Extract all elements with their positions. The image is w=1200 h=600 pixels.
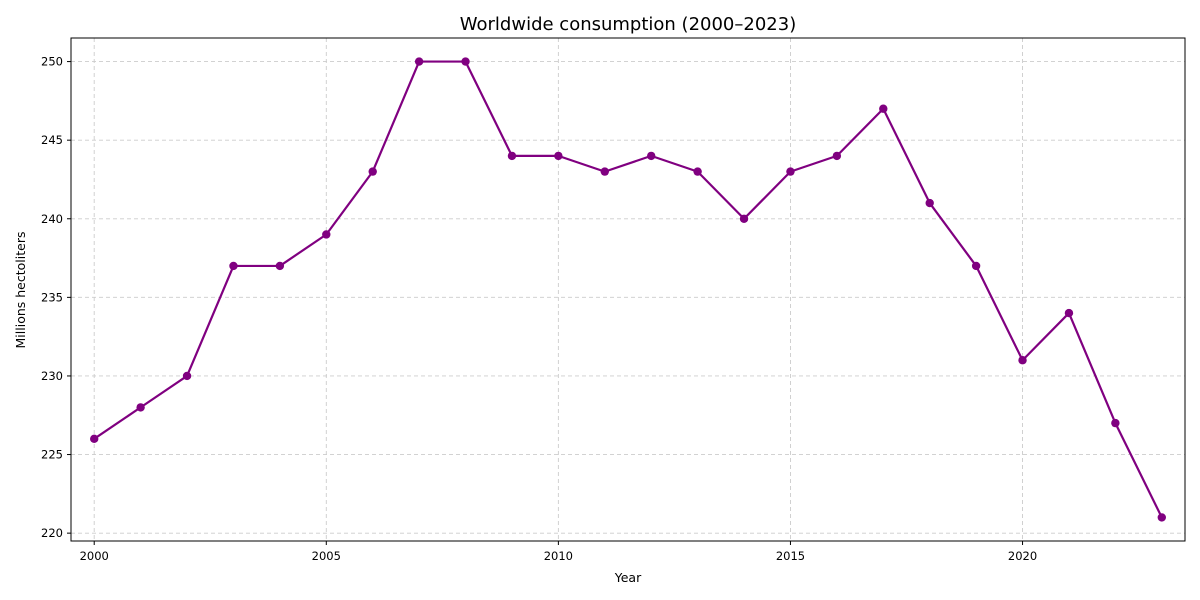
y-tick-label: 230	[41, 369, 63, 383]
data-point	[1157, 513, 1166, 522]
y-tick-label: 245	[41, 133, 63, 147]
data-point	[554, 151, 563, 161]
x-axis-ticks: 2000 2005 2010 2015 2020	[80, 541, 1037, 563]
data-point	[786, 167, 795, 176]
y-tick-label: 235	[41, 290, 63, 304]
chart-title: Worldwide consumption (2000–2023)	[460, 14, 796, 35]
x-tick-label: 2010	[544, 549, 573, 563]
data-point	[368, 167, 377, 176]
data-point	[461, 57, 470, 66]
data-point	[925, 198, 934, 208]
data-point	[507, 151, 517, 161]
series-layer	[90, 57, 1166, 522]
data-point	[832, 151, 842, 161]
data-point	[1111, 418, 1120, 428]
y-tick-label: 240	[41, 212, 63, 226]
series-line	[93, 60, 1163, 518]
data-point	[322, 230, 331, 239]
data-point	[693, 167, 702, 176]
data-point	[182, 371, 192, 381]
y-tick-label: 250	[41, 55, 63, 69]
x-axis-title: Year	[614, 570, 642, 585]
x-tick-label: 2015	[776, 549, 805, 563]
x-tick-label: 2020	[1008, 549, 1037, 563]
data-point	[600, 167, 609, 176]
data-point	[414, 57, 424, 66]
data-point	[1064, 308, 1074, 318]
y-axis-title: Millions hectoliters	[13, 232, 28, 349]
data-point	[90, 434, 99, 444]
data-point	[229, 261, 238, 271]
data-point	[971, 261, 981, 271]
axes-frame	[70, 37, 1186, 542]
grid	[71, 38, 1185, 541]
data-point	[136, 403, 145, 412]
data-point	[647, 151, 656, 161]
data-point	[879, 104, 888, 113]
data-point	[1018, 356, 1027, 365]
y-tick-label: 225	[41, 448, 63, 462]
x-tick-label: 2005	[312, 549, 341, 563]
data-point	[739, 214, 749, 223]
data-point	[275, 261, 285, 271]
y-axis-ticks: 220 225 230 235 240 245 250	[41, 55, 71, 540]
x-tick-label: 2000	[80, 549, 109, 563]
y-tick-label: 220	[41, 526, 63, 540]
